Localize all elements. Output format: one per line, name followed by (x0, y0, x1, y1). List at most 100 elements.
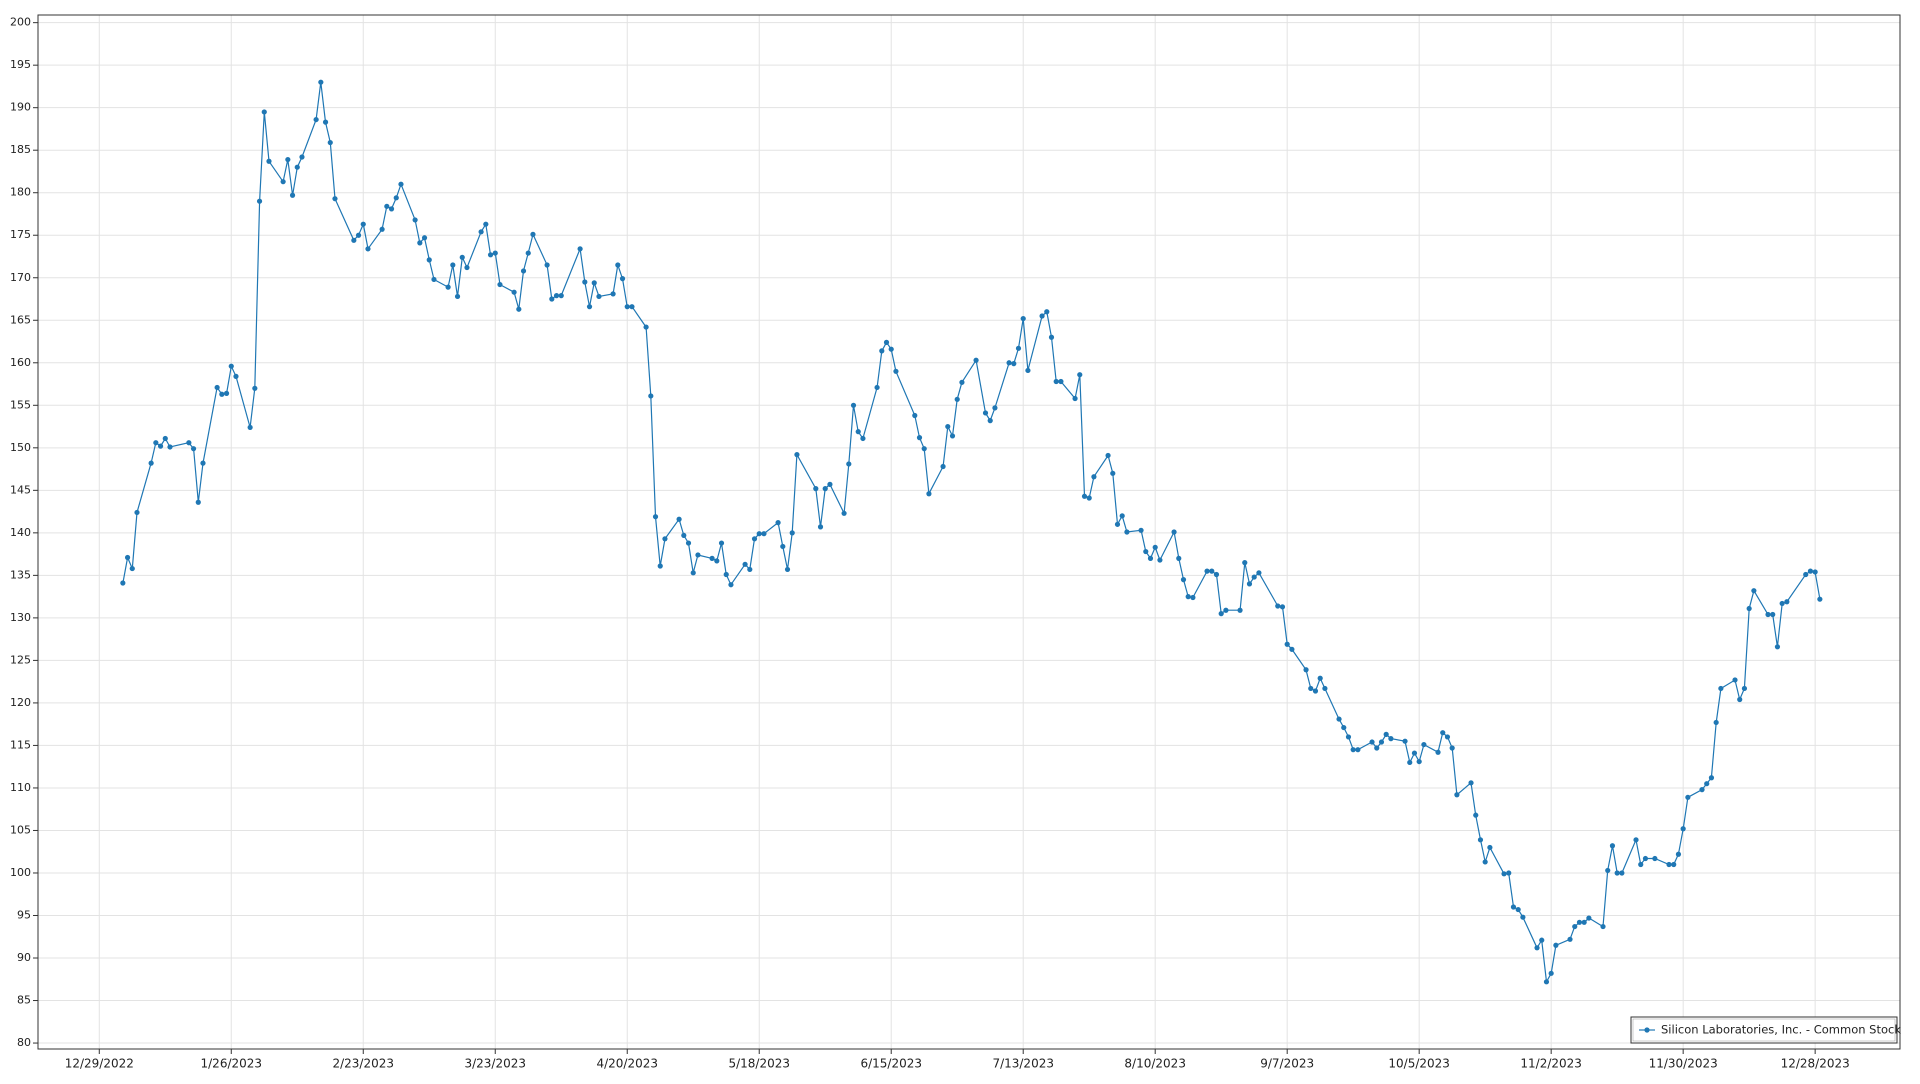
y-tick-label: 160 (10, 356, 31, 369)
data-point (1011, 361, 1017, 367)
data-point (874, 384, 880, 391)
x-tick-label: 1/26/2023 (201, 1057, 263, 1071)
data-point (1317, 675, 1323, 681)
data-point (1572, 923, 1578, 930)
data-point (1652, 855, 1658, 862)
data-point (723, 571, 729, 578)
y-tick-label: 200 (10, 16, 31, 29)
data-point (266, 158, 272, 164)
data-point (1190, 594, 1196, 601)
data-point (1680, 826, 1686, 832)
data-point (1444, 734, 1451, 740)
y-tick-label: 135 (10, 568, 31, 581)
data-point (1308, 685, 1314, 692)
data-point (124, 554, 131, 561)
data-point (982, 410, 989, 416)
data-point (294, 164, 300, 170)
data-point (681, 532, 687, 539)
data-point (879, 348, 885, 354)
data-point (426, 257, 432, 263)
data-point (1256, 570, 1262, 576)
data-point (478, 229, 484, 235)
legend-inner (1632, 1018, 1896, 1042)
data-point (728, 582, 734, 588)
data-point (1383, 731, 1389, 737)
data-point (1765, 611, 1771, 618)
plot-frame (37, 14, 1901, 1050)
data-point (417, 240, 423, 246)
data-point (1803, 571, 1809, 578)
data-point (846, 461, 852, 467)
y-tick-label: 145 (10, 483, 31, 496)
y-tick-label: 150 (10, 441, 31, 454)
data-point (252, 385, 258, 391)
data-point (1642, 855, 1649, 862)
data-point (1345, 734, 1352, 740)
data-point (1279, 604, 1286, 610)
data-point (643, 324, 649, 330)
data-point (1633, 837, 1639, 843)
data-point (1506, 870, 1512, 876)
data-point (1675, 851, 1682, 857)
data-point (1341, 724, 1347, 731)
data-point (1440, 730, 1446, 736)
data-point (219, 391, 225, 397)
data-point (1548, 970, 1554, 976)
data-point (1487, 844, 1493, 851)
x-tick-label: 5/18/2023 (728, 1057, 790, 1071)
data-point (648, 393, 654, 399)
data-point (1077, 372, 1083, 378)
data-point (629, 304, 635, 310)
data-point (1053, 378, 1059, 385)
data-point (1671, 861, 1677, 868)
data-point (280, 179, 286, 185)
data-point (1553, 942, 1559, 948)
data-point (1237, 607, 1243, 613)
data-point (200, 460, 206, 466)
data-point (1416, 758, 1422, 765)
data-point (921, 446, 927, 452)
x-tick-label: 12/29/2022 (65, 1057, 134, 1071)
data-point (553, 293, 560, 299)
data-point (1378, 739, 1385, 745)
x-tick-label: 10/5/2023 (1388, 1057, 1450, 1071)
data-point (714, 558, 720, 564)
data-point (1421, 741, 1427, 748)
data-point (1242, 560, 1248, 566)
data-point (657, 563, 663, 569)
data-point (412, 217, 418, 223)
data-point (1171, 529, 1177, 535)
data-point (445, 284, 451, 290)
data-point (1374, 745, 1380, 751)
data-point (1817, 596, 1823, 602)
data-point (888, 346, 894, 352)
data-point (1638, 861, 1644, 868)
data-point (384, 203, 390, 209)
data-point (883, 339, 890, 345)
data-point (949, 433, 956, 439)
data-point (558, 293, 564, 299)
data-point (742, 561, 748, 567)
data-point (1473, 812, 1479, 818)
data-point (322, 119, 329, 125)
data-point (1779, 600, 1785, 607)
data-point (1044, 309, 1050, 315)
data-point (398, 181, 404, 187)
data-point (1105, 452, 1111, 459)
x-tick-label: 8/10/2023 (1124, 1057, 1186, 1071)
data-point (1520, 914, 1526, 920)
x-tick-label: 7/13/2023 (992, 1057, 1054, 1071)
data-point (992, 405, 998, 411)
y-tick-label: 100 (10, 866, 31, 879)
data-point (940, 463, 946, 470)
data-point (261, 109, 267, 115)
data-point (1605, 867, 1611, 874)
data-point (483, 221, 489, 227)
data-point (1020, 315, 1026, 322)
data-point (1539, 937, 1545, 943)
data-point (388, 206, 395, 212)
data-point (223, 390, 230, 396)
data-point (233, 373, 239, 379)
data-point (1576, 919, 1583, 925)
data-point (1048, 334, 1055, 340)
